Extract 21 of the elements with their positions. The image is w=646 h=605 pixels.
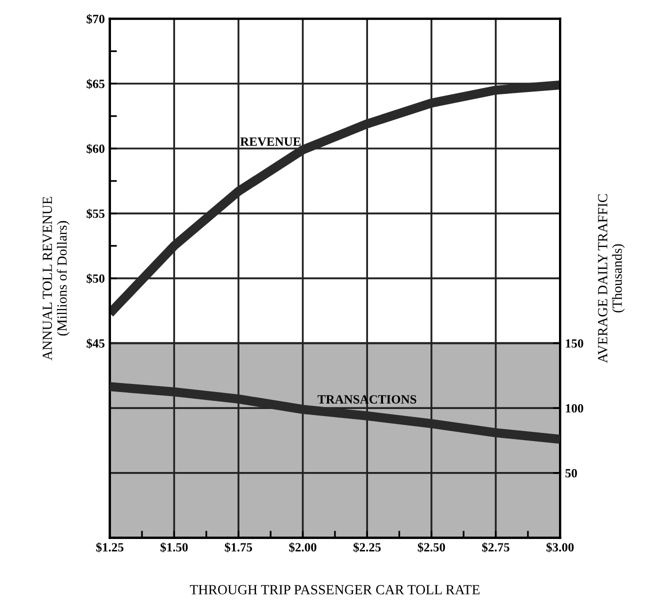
y-tick-label: $45: [86, 338, 104, 348]
y-axis-title: ANNUAL TOLL REVENUE (Millions of Dollars): [42, 196, 70, 360]
y2-axis-title: AVERAGE DAILY TRAFFIC (Thousands): [598, 194, 625, 363]
x-tick-label: $2.50: [418, 542, 446, 552]
y2-tick-label: 100: [566, 404, 584, 413]
x-tick-label: $2.75: [482, 542, 510, 552]
x-tick-label: $1.75: [224, 542, 252, 552]
y-tick-label: $70: [86, 14, 104, 24]
x-tick-label: $2.25: [353, 542, 381, 552]
series-label: REVENUE: [240, 138, 301, 146]
y-tick-label: $60: [86, 144, 104, 154]
x-axis-title: THROUGH TRIP PASSENGER CAR TOLL RATE: [190, 585, 480, 594]
y-tick-label: $65: [86, 78, 104, 89]
y2-tick-label: 150: [566, 339, 584, 348]
x-tick-label: $3.00: [546, 542, 574, 552]
y-tick-label: $50: [86, 274, 104, 284]
x-tick-label: $2.00: [289, 542, 316, 552]
x-tick-label: $1.50: [160, 542, 188, 552]
y-tick-label: $55: [86, 208, 104, 219]
y2-tick-label: 50: [565, 468, 577, 478]
x-tick-label: $1.25: [96, 542, 124, 552]
